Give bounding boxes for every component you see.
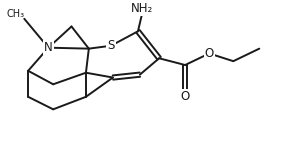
Text: NH₂: NH₂ — [131, 2, 153, 15]
Text: CH₃: CH₃ — [6, 9, 24, 19]
Text: N: N — [44, 41, 53, 54]
Text: O: O — [180, 90, 190, 103]
Text: O: O — [205, 47, 214, 60]
Text: S: S — [107, 39, 115, 52]
